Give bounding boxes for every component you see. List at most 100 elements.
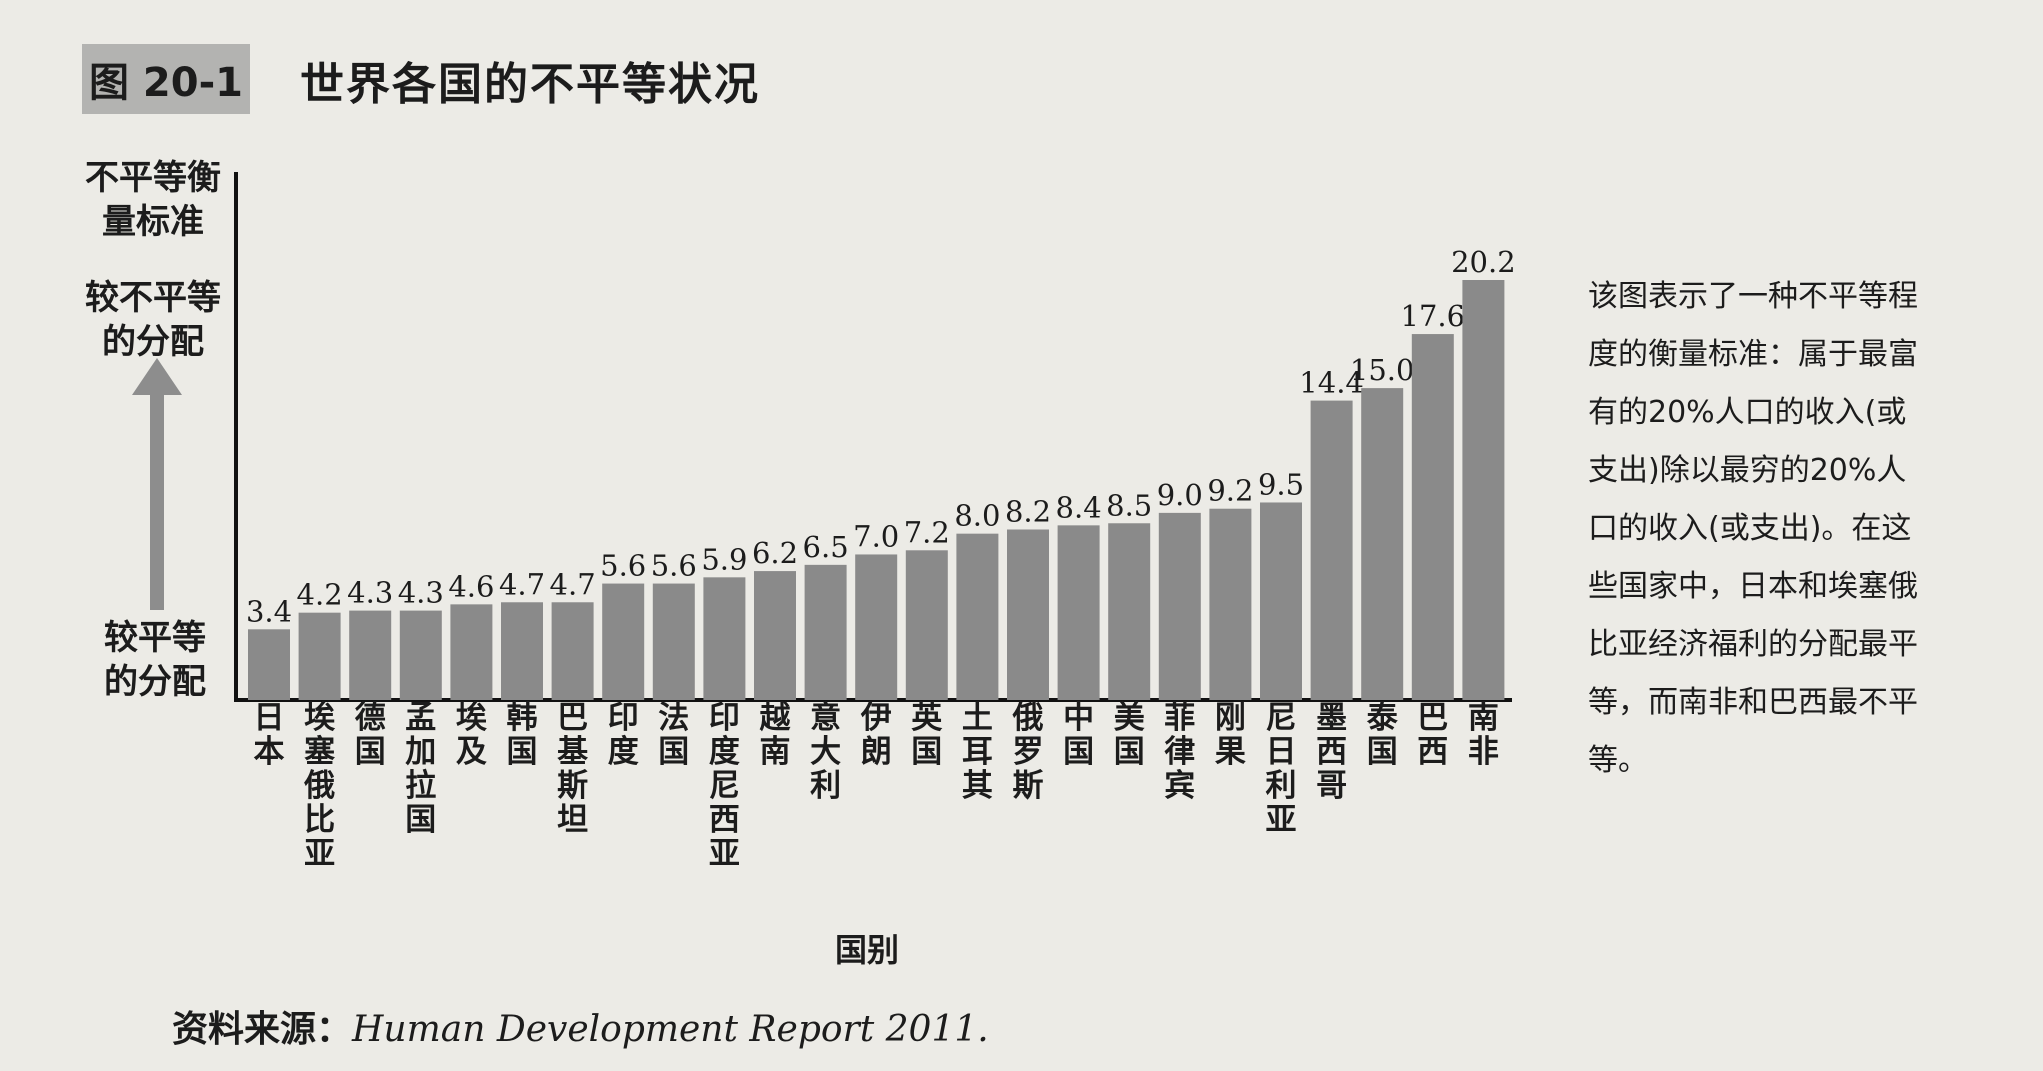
bar-10 [703,577,746,700]
category-glyph: 宾 [1164,768,1195,804]
category-label-4: 孟加拉国 [405,700,436,838]
category-glyph: 哥 [1316,768,1347,804]
category-glyph: 西 [1417,734,1448,770]
value-label-8: 5.6 [600,549,646,583]
category-label-14: 英国 [911,700,943,770]
category-label-6: 韩国 [507,700,538,770]
category-label-9: 法国 [658,700,689,770]
category-glyph: 亚 [709,836,740,872]
category-glyph: 本 [254,734,285,770]
figure-number-badge: 图 20-1 [82,44,250,114]
category-label-20: 刚果 [1215,700,1246,770]
bar-6 [501,602,543,700]
category-label-22: 墨西哥 [1316,700,1347,804]
category-glyph: 土 [962,700,993,736]
category-glyph: 埃 [304,700,336,736]
bar-20 [1209,508,1252,700]
category-glyph: 意 [810,700,841,736]
category-label-1: 日本 [254,700,285,770]
value-label-5: 4.6 [448,569,494,603]
category-label-18: 美国 [1114,700,1145,770]
category-glyph: 尼 [1266,700,1297,736]
category-glyph: 朗 [861,734,892,770]
y-axis-low-label: 较平等的分配 [104,618,206,702]
category-glyph: 巴 [557,700,588,736]
category-glyph: 孟 [405,700,436,736]
category-glyph: 菲 [1164,700,1195,736]
category-label-7: 巴基斯坦 [557,700,588,838]
category-label-24: 巴西 [1417,700,1448,770]
category-glyph: 利 [1266,768,1297,804]
category-glyph: 大 [810,734,841,770]
value-label-24: 17.6 [1401,299,1466,333]
bar-12 [804,564,847,700]
category-label-17: 中国 [1063,700,1094,770]
arrow-head-icon [132,358,182,395]
category-label-5: 埃及 [456,700,488,770]
bar-14 [905,550,948,700]
category-glyph: 南 [760,734,791,770]
category-glyph: 利 [810,768,841,804]
category-glyph: 加 [405,734,436,770]
category-glyph: 法 [658,700,689,736]
value-label-4: 4.3 [398,576,444,610]
bar-19 [1158,512,1201,700]
value-label-23: 15.0 [1350,353,1415,387]
category-glyph: 俄 [303,768,335,804]
figure-number: 图 20-1 [88,60,244,106]
category-glyph: 国 [1367,734,1398,770]
source-citation: 资料来源：Human Development Report 2011. [172,1000,989,1052]
bar-16 [1007,529,1049,700]
value-label-10: 5.9 [701,542,747,576]
category-glyph: 基 [557,734,588,770]
value-label-22: 14.4 [1299,366,1364,400]
bar-22 [1310,400,1353,700]
bar-23 [1361,388,1404,700]
bar-25 [1462,280,1505,700]
category-label-12: 意大利 [810,700,841,804]
category-glyph: 度 [608,734,639,770]
value-label-1: 3.4 [246,594,292,628]
category-label-13: 伊朗 [860,700,892,770]
category-glyph: 非 [1468,734,1499,770]
value-label-7: 4.7 [550,567,596,601]
bar-9 [652,583,695,700]
bar-3 [349,610,392,700]
category-label-19: 菲律宾 [1164,700,1195,804]
category-glyph: 律 [1164,734,1195,770]
source-label: 资料来源： [172,1009,353,1050]
category-glyph: 巴 [1417,700,1448,736]
value-label-3: 4.3 [347,576,393,610]
category-glyph: 俄 [1012,700,1044,736]
category-glyph: 西 [709,802,740,838]
value-label-2: 4.2 [297,578,343,612]
x-axis-label: 国别 [835,931,900,969]
value-label-17: 8.4 [1056,490,1102,524]
bar-15 [956,533,999,700]
side-note: 该图表示了一种不平等程度的衡量标准：属于最富有的20%人口的收入(或支出)除以最… [1588,279,1918,778]
bar-21 [1260,502,1302,700]
category-label-11: 越南 [760,700,792,770]
category-glyph: 坦 [557,802,588,838]
category-label-3: 德国 [355,700,386,770]
y-axis-title: 不平等衡量标准 [85,158,221,242]
category-label-25: 南非 [1468,700,1499,770]
category-glyph: 越 [760,700,792,736]
category-glyph: 日 [1266,734,1297,770]
category-glyph: 比 [304,802,335,838]
arrow-shaft [150,388,164,610]
category-glyph: 国 [658,734,689,770]
bar-7 [551,602,594,700]
category-glyph: 日 [254,700,285,736]
category-glyph: 国 [405,802,436,838]
bar-5 [450,604,493,700]
value-label-25: 20.2 [1451,245,1516,279]
category-glyph: 美 [1114,700,1145,736]
category-glyph: 斯 [557,768,588,804]
value-label-11: 6.2 [752,536,798,570]
category-glyph: 伊 [860,700,892,736]
value-label-20: 9.2 [1207,474,1253,508]
value-label-6: 4.7 [499,567,545,601]
category-glyph: 果 [1215,734,1246,770]
